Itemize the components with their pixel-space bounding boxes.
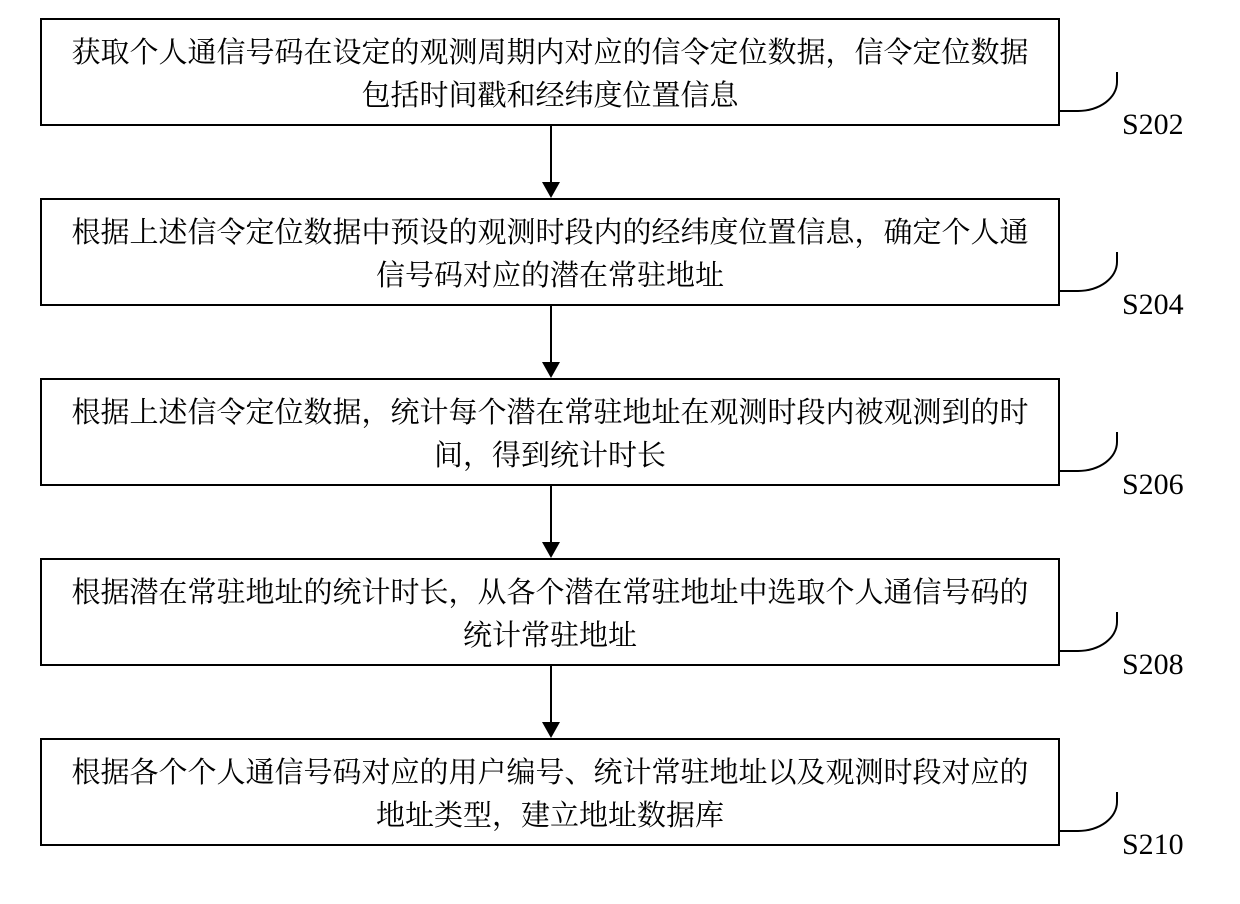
- arrow-line: [550, 666, 552, 722]
- arrow-head-icon: [542, 722, 560, 738]
- flowchart-step-box: 根据上述信令定位数据，统计每个潜在常驻地址在观测时段内被观测到的时间，得到统计时…: [40, 378, 1060, 486]
- arrow-line: [550, 486, 552, 542]
- flowchart-step-box: 根据潜在常驻地址的统计时长，从各个潜在常驻地址中选取个人通信号码的统计常驻地址: [40, 558, 1060, 666]
- step-text: 根据上述信令定位数据中预设的观测时段内的经纬度位置信息，确定个人通信号码对应的潜…: [62, 209, 1038, 296]
- step-text: 根据潜在常驻地址的统计时长，从各个潜在常驻地址中选取个人通信号码的统计常驻地址: [62, 569, 1038, 656]
- step-label: S206: [1122, 468, 1184, 502]
- step-label: S210: [1122, 828, 1184, 862]
- label-connector: [1058, 432, 1118, 472]
- label-connector: [1058, 72, 1118, 112]
- step-text: 根据上述信令定位数据，统计每个潜在常驻地址在观测时段内被观测到的时间，得到统计时…: [62, 389, 1038, 476]
- flowchart-step-box: 获取个人通信号码在设定的观测周期内对应的信令定位数据，信令定位数据包括时间戳和经…: [40, 18, 1060, 126]
- flowchart-step-box: 根据各个个人通信号码对应的用户编号、统计常驻地址以及观测时段对应的地址类型，建立…: [40, 738, 1060, 846]
- step-label: S208: [1122, 648, 1184, 682]
- arrow-head-icon: [542, 362, 560, 378]
- arrow-head-icon: [542, 182, 560, 198]
- flowchart-step-box: 根据上述信令定位数据中预设的观测时段内的经纬度位置信息，确定个人通信号码对应的潜…: [40, 198, 1060, 306]
- step-text: 根据各个个人通信号码对应的用户编号、统计常驻地址以及观测时段对应的地址类型，建立…: [62, 749, 1038, 836]
- step-text: 获取个人通信号码在设定的观测周期内对应的信令定位数据，信令定位数据包括时间戳和经…: [62, 29, 1038, 116]
- label-connector: [1058, 252, 1118, 292]
- label-connector: [1058, 792, 1118, 832]
- step-label: S202: [1122, 108, 1184, 142]
- arrow-line: [550, 306, 552, 362]
- arrow-head-icon: [542, 542, 560, 558]
- arrow-line: [550, 126, 552, 182]
- step-label: S204: [1122, 288, 1184, 322]
- label-connector: [1058, 612, 1118, 652]
